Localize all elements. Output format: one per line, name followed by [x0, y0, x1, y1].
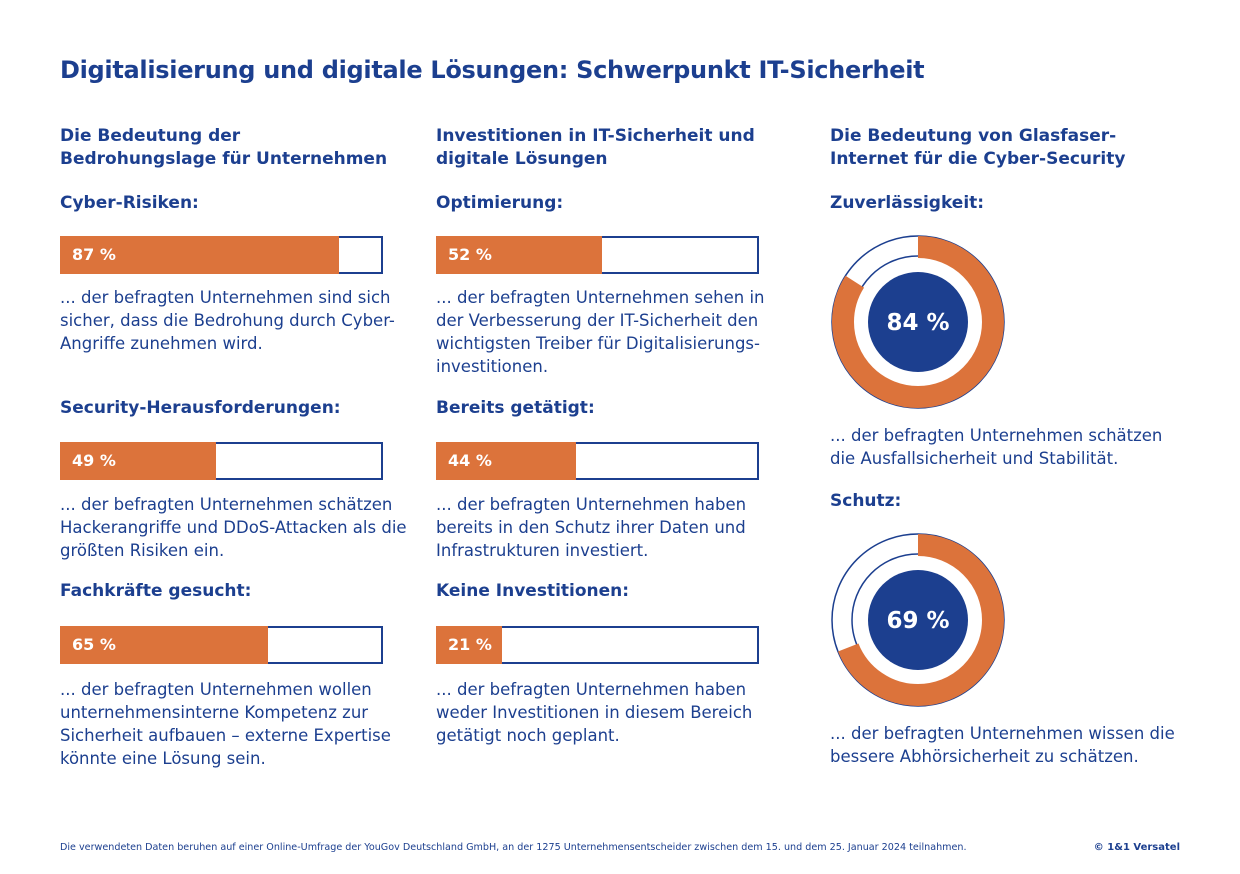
bar-track: 44 % — [436, 442, 759, 480]
bar — [60, 236, 339, 274]
bar — [436, 626, 502, 664]
description: ... der befragten Unternehmen sind sich … — [60, 288, 395, 353]
donut-arc — [832, 534, 1004, 706]
bar-track: 21 % — [436, 626, 759, 664]
bar — [60, 626, 268, 664]
bar — [436, 236, 602, 274]
bar — [60, 442, 217, 480]
description: ... der befragten Unternehmen haben wede… — [436, 680, 753, 745]
section-heading: Die Bedeutung der Bedrohungslage für Unt… — [60, 126, 388, 169]
donut-arc — [832, 236, 1004, 408]
value-label: 49 % — [72, 451, 116, 470]
value-label: 84 % — [886, 310, 949, 336]
item-label: Bereits getätigt: — [436, 398, 595, 418]
value-label: 87 % — [72, 245, 116, 264]
description: ... der befragten Unternehmen schätzen d… — [830, 426, 1163, 468]
section-heading: Investitionen in IT-Sicherheit und digit… — [436, 126, 755, 169]
bar-track: 65 % — [60, 626, 383, 664]
item-label: Security-Herausforderungen: — [60, 398, 341, 418]
bar-track: 49 % — [60, 442, 383, 480]
value-label: 44 % — [448, 451, 492, 470]
copyright: © 1&1 Versatel — [1093, 842, 1180, 853]
bar-track: 52 % — [436, 236, 759, 274]
description: ... der befragten Unternehmen schätzen H… — [60, 495, 407, 560]
item-label: Cyber-Risiken: — [60, 193, 199, 213]
bar-track: 87 % — [60, 236, 383, 274]
description: ... der befragten Unternehmen wollen unt… — [60, 680, 391, 768]
description: ... der befragten Unternehmen haben bere… — [436, 495, 747, 560]
value-label: 65 % — [72, 635, 116, 654]
item-label: Optimierung: — [436, 193, 564, 213]
section-heading: Die Bedeutung von Glasfaser-Internet für… — [830, 126, 1126, 169]
item-label: Zuverlässigkeit: — [830, 193, 985, 213]
bar — [436, 442, 577, 480]
footnote: Die verwendeten Daten beruhen auf einer … — [60, 842, 967, 853]
item-label: Schutz: — [830, 491, 902, 511]
item-label: Keine Investitionen: — [436, 581, 630, 601]
donut-center — [868, 272, 968, 372]
value-label: 52 % — [448, 245, 492, 264]
item-label: Fachkräfte gesucht: — [60, 581, 252, 601]
description: ... der befragten Unternehmen wissen die… — [830, 724, 1175, 766]
value-label: 69 % — [886, 608, 949, 634]
title: Digitalisierung und digitale Lösungen: S… — [60, 56, 925, 84]
value-label: 21 % — [448, 635, 492, 654]
donut-center — [868, 570, 968, 670]
description: ... der befragten Unternehmen sehen in d… — [436, 288, 765, 376]
